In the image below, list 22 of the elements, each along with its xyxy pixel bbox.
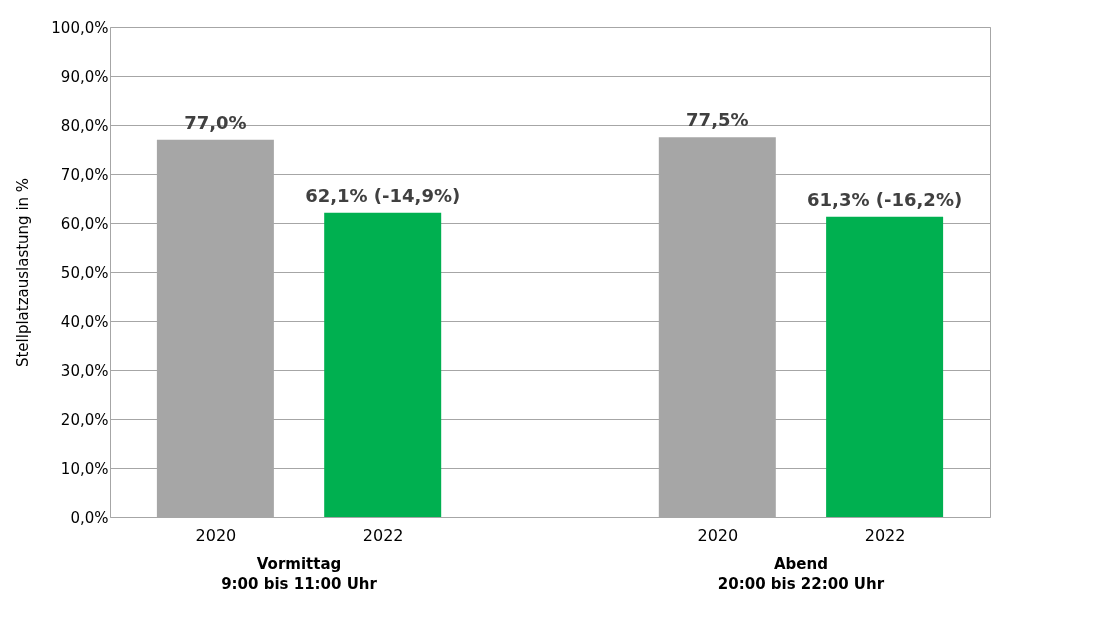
- x-tick-label: 2020: [697, 525, 739, 545]
- x-tick-label: 2020: [195, 525, 237, 545]
- data-label: 61,3% (-16,2%): [807, 188, 963, 210]
- data-label: 62,1% (-14,9%): [305, 184, 461, 206]
- y-tick-label: 100,0%: [51, 18, 109, 37]
- y-tick-label: 30,0%: [60, 361, 109, 380]
- y-tick-label: 60,0%: [60, 214, 109, 233]
- text: Vormittag 9:00 bis 11:00 Uhr: [221, 555, 378, 593]
- y-axis-title: Stellplatzauslastung in %: [14, 177, 33, 368]
- y-tick-label: 20,0%: [60, 410, 109, 429]
- y-tick-label: 0,0%: [70, 508, 109, 527]
- y-tick-label: 80,0%: [60, 116, 109, 135]
- y-tick-label: 90,0%: [60, 67, 109, 86]
- x-tick-label: 2022: [362, 525, 404, 545]
- y-tick-label: 40,0%: [60, 312, 109, 331]
- y-tick-label: 70,0%: [60, 165, 109, 184]
- data-label: 77,0%: [184, 111, 247, 133]
- y-tick-label: 10,0%: [60, 459, 109, 478]
- text: Abend 20:00 bis 22:00 Uhr: [717, 555, 885, 593]
- x-tick-label: 2022: [864, 525, 906, 545]
- y-tick-label: 50,0%: [60, 263, 109, 282]
- data-label: 77,5%: [686, 109, 749, 131]
